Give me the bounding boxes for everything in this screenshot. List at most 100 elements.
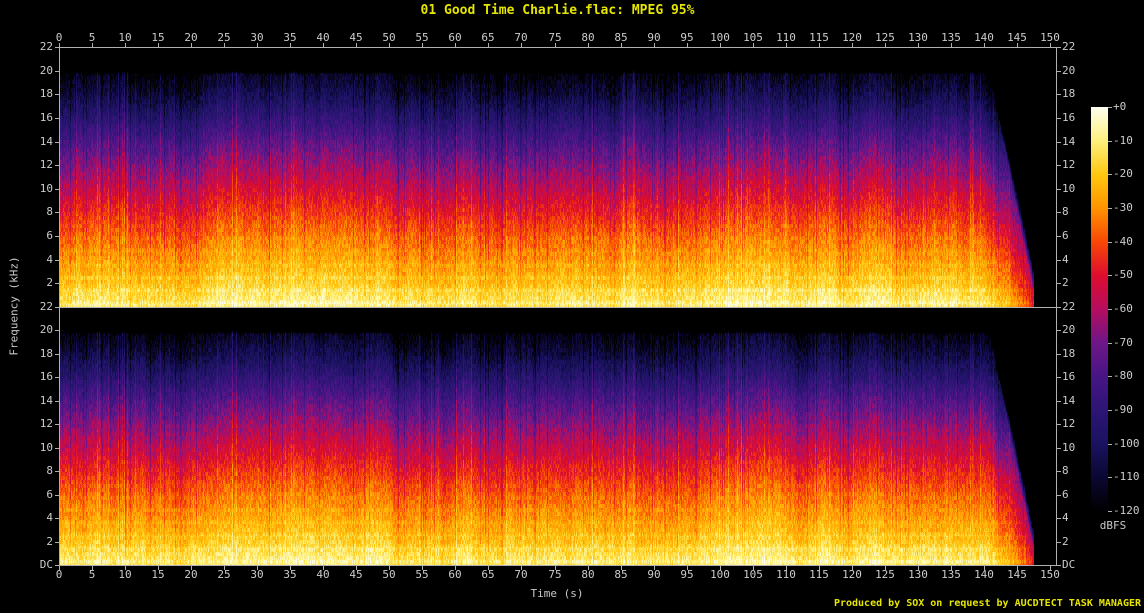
freq-tick-label: 16 <box>39 370 53 383</box>
x-axis-tick-label: 120 <box>842 31 862 44</box>
x-axis-tick-label: 145 <box>1007 568 1027 581</box>
channel-separator-line <box>59 307 1057 308</box>
colorbar-tick-label: -100 <box>1113 437 1140 450</box>
x-axis-tick <box>885 566 886 570</box>
x-axis-tick-label: 85 <box>614 568 628 581</box>
x-axis-tick-label: 70 <box>514 568 528 581</box>
freq-tick <box>1057 307 1061 308</box>
producer-credit: Produced by SOX on request by AUCDTECT T… <box>833 598 1141 609</box>
freq-tick <box>1057 71 1061 72</box>
colorbar-tick <box>1108 141 1112 142</box>
freq-tick-label: 4 <box>46 253 53 266</box>
x-axis-tick-label: 75 <box>548 568 562 581</box>
x-axis-tick-label: 100 <box>710 31 730 44</box>
colorbar-tick <box>1108 410 1112 411</box>
freq-tick-label: 2 <box>46 535 53 548</box>
colorbar-tick-label: -20 <box>1113 167 1133 180</box>
colorbar-tick-label: -40 <box>1113 235 1133 248</box>
x-axis-tick <box>59 566 60 570</box>
x-axis-tick-label: 130 <box>908 31 928 44</box>
freq-tick <box>1057 189 1061 190</box>
x-axis-tick-label: 60 <box>448 568 462 581</box>
x-axis-tick-label: 45 <box>349 568 363 581</box>
x-axis-tick-label: 5 <box>88 31 96 44</box>
x-axis-tick-label: 35 <box>283 31 297 44</box>
freq-tick-label: 10 <box>39 441 53 454</box>
x-axis-tick <box>521 566 522 570</box>
colorbar-tick-label: -50 <box>1113 268 1133 281</box>
x-axis-tick-label: 65 <box>481 31 495 44</box>
x-axis-tick-label: 110 <box>776 568 796 581</box>
x-axis-tick <box>224 566 225 570</box>
freq-tick-label: DC <box>1062 558 1076 571</box>
x-axis-tick-label: 80 <box>581 31 595 44</box>
colorbar-tick <box>1108 107 1112 108</box>
freq-tick-label: 20 <box>1062 64 1076 77</box>
x-axis-tick-label: 125 <box>875 568 895 581</box>
freq-tick-label: 18 <box>39 347 53 360</box>
x-axis-tick <box>1050 566 1051 570</box>
x-axis-tick-label: 115 <box>809 568 829 581</box>
x-axis-tick-label: 115 <box>809 31 829 44</box>
x-axis-tick-label: 70 <box>514 31 528 44</box>
x-axis-tick-label: 150 <box>1040 568 1060 581</box>
x-axis-tick <box>918 566 919 570</box>
x-axis-tick <box>984 566 985 570</box>
freq-tick <box>1057 518 1061 519</box>
x-axis-tick-label: 105 <box>743 31 763 44</box>
freq-tick-label: 10 <box>39 182 53 195</box>
x-axis-tick <box>323 566 324 570</box>
colorbar-tick <box>1108 208 1112 209</box>
x-axis-tick-label: 145 <box>1007 31 1027 44</box>
freq-tick-label: 20 <box>39 323 53 336</box>
x-axis-tick-label: 30 <box>250 31 264 44</box>
colorbar-tick <box>1108 242 1112 243</box>
freq-tick <box>1057 260 1061 261</box>
freq-tick <box>1057 283 1061 284</box>
x-axis-tick-label: 125 <box>875 31 895 44</box>
colorbar-unit-label: dBFS <box>1099 519 1127 532</box>
x-axis-tick <box>852 566 853 570</box>
x-axis-tick-label: 120 <box>842 568 862 581</box>
plot-border-right <box>1056 47 1057 566</box>
x-axis-tick-label: 20 <box>184 568 198 581</box>
colorbar-tick-label: -120 <box>1113 504 1140 517</box>
x-axis-tick-label: 50 <box>382 568 396 581</box>
x-axis-tick-label: 80 <box>581 568 595 581</box>
x-axis-tick <box>1017 566 1018 570</box>
freq-tick-label: 22 <box>1062 40 1076 53</box>
freq-tick-label: 20 <box>39 64 53 77</box>
freq-tick-label: 14 <box>39 135 53 148</box>
freq-tick-label: 22 <box>39 40 53 53</box>
freq-tick-label: 12 <box>39 158 53 171</box>
x-axis-tick <box>951 566 952 570</box>
x-axis-tick <box>588 566 589 570</box>
colorbar-tick <box>1108 511 1112 512</box>
x-axis-tick-label: 110 <box>776 31 796 44</box>
freq-tick-label: 14 <box>39 394 53 407</box>
freq-tick-label: DC <box>39 558 53 571</box>
freq-tick <box>1057 236 1061 237</box>
x-axis-tick-label: 100 <box>710 568 730 581</box>
x-axis-tick-label: 15 <box>151 31 165 44</box>
freq-tick <box>1057 354 1061 355</box>
x-axis-tick-label: 95 <box>680 31 694 44</box>
x-axis-tick-label: 25 <box>217 31 231 44</box>
x-axis-tick <box>158 566 159 570</box>
plot-border-top <box>59 47 1057 48</box>
x-axis-tick-label: 90 <box>647 31 661 44</box>
x-axis-tick-label: 40 <box>316 568 330 581</box>
x-axis-tick-label: 25 <box>217 568 231 581</box>
freq-tick <box>1057 542 1061 543</box>
x-axis-tick <box>92 566 93 570</box>
colorbar-tick <box>1108 376 1112 377</box>
colorbar-tick-label: +0 <box>1113 100 1127 113</box>
x-axis-tick-label: 85 <box>614 31 628 44</box>
freq-tick-label: 8 <box>46 464 53 477</box>
freq-tick <box>1057 495 1061 496</box>
x-axis-tick <box>621 566 622 570</box>
colorbar-tick-label: -90 <box>1113 403 1133 416</box>
x-axis-tick <box>257 566 258 570</box>
freq-tick-label: 18 <box>1062 87 1076 100</box>
x-axis-tick <box>488 566 489 570</box>
